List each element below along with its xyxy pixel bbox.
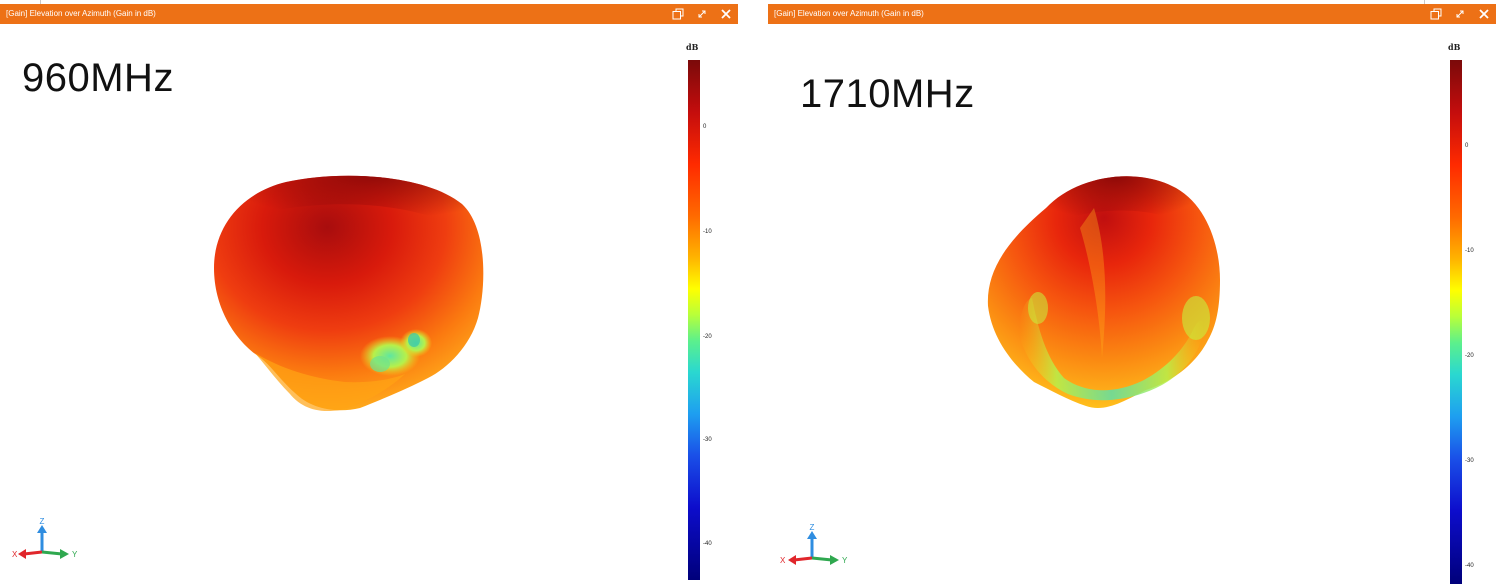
axis-z-label: Z (40, 517, 45, 526)
axis-y-label: Y (842, 556, 848, 565)
window-titlebar: [Gain] Elevation over Azimuth (Gain in d… (768, 4, 1496, 24)
colorbar-tick: -10 (1465, 248, 1474, 254)
colorbar-tick: -40 (1465, 563, 1474, 569)
axis-z-label: Z (810, 523, 815, 532)
window-title: [Gain] Elevation over Azimuth (Gain in d… (774, 9, 924, 18)
radiation-pattern-3d (987, 176, 1220, 408)
frequency-label: 960MHz (22, 56, 174, 100)
close-icon[interactable] (720, 8, 732, 20)
axis-y-label: Y (72, 550, 78, 559)
axes-triad[interactable]: Z X Y (776, 518, 856, 568)
colorbar-tick: -40 (703, 541, 712, 547)
axes-triad[interactable]: Z X Y (8, 514, 88, 564)
colorbar-tick: -10 (703, 229, 712, 235)
colorbar-unit: dB (686, 42, 699, 52)
colorbar-unit: dB (1448, 42, 1461, 52)
colorbar-tick: -30 (1465, 458, 1474, 464)
colorbar-tick: 0 (1465, 143, 1469, 149)
gain-plot-window-960: [Gain] Elevation over Azimuth (Gain in d… (0, 0, 738, 588)
expand-icon[interactable] (1454, 8, 1466, 20)
restore-window-icon[interactable] (672, 8, 684, 20)
radiation-pattern-3d (214, 175, 484, 412)
axis-x-label: X (780, 556, 786, 565)
window-titlebar: [Gain] Elevation over Azimuth (Gain in d… (0, 4, 738, 24)
colorbar-tick: -20 (1465, 353, 1474, 359)
frequency-label: 1710MHz (800, 72, 975, 116)
colorbar (1450, 60, 1462, 584)
close-icon[interactable] (1478, 8, 1490, 20)
expand-icon[interactable] (696, 8, 708, 20)
restore-window-icon[interactable] (1430, 8, 1442, 20)
colorbar-tick: -30 (703, 437, 712, 443)
window-title: [Gain] Elevation over Azimuth (Gain in d… (6, 9, 156, 18)
colorbar (688, 60, 700, 580)
colorbar-tick: -20 (703, 334, 712, 340)
gain-plot-window-1710: [Gain] Elevation over Azimuth (Gain in d… (768, 0, 1496, 588)
colorbar-tick: 0 (703, 124, 707, 130)
axis-x-label: X (12, 550, 18, 559)
